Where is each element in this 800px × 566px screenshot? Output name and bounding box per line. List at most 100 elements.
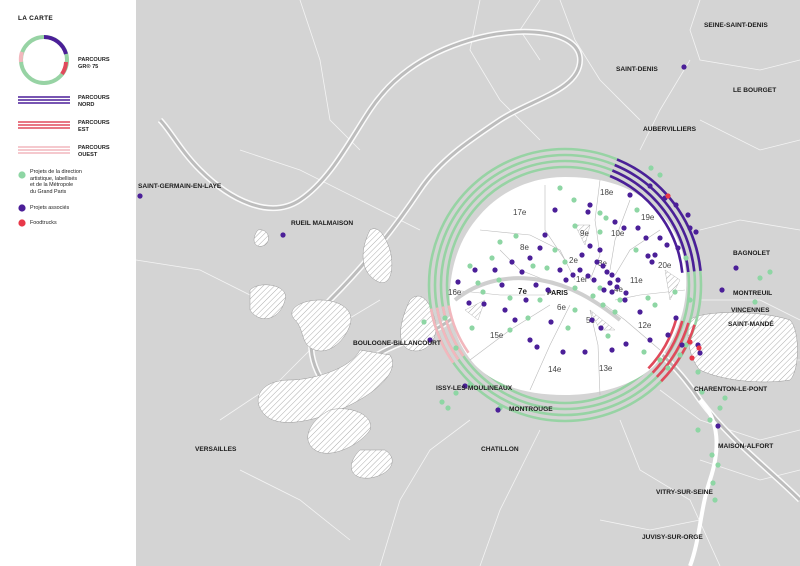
associe-point — [673, 315, 679, 321]
labellise-point — [475, 280, 481, 286]
place-label: VERSAILLES — [195, 446, 237, 453]
labellise-point — [665, 365, 671, 371]
associe-point — [621, 225, 627, 231]
labellise-point — [497, 239, 503, 245]
legend-foodtrucks-text: Foodtrucks — [30, 220, 57, 226]
associe-point — [665, 332, 671, 338]
commune-borders — [136, 0, 800, 566]
associe-point — [527, 255, 533, 261]
associe-point — [560, 349, 566, 355]
associe-point — [598, 325, 604, 331]
associe-point — [657, 235, 663, 241]
associe-point — [585, 273, 591, 279]
labellise-point — [645, 295, 651, 301]
labellise-point — [469, 325, 475, 331]
associe-point — [472, 267, 478, 273]
labellise-point — [597, 229, 603, 235]
labellise-point — [530, 263, 536, 269]
labellise-point — [712, 497, 718, 503]
arr-label-19: 19e — [641, 213, 655, 222]
associe-point — [600, 263, 606, 269]
labellise-point — [677, 352, 683, 358]
associe-point — [427, 337, 433, 343]
place-label: MAISON-ALFORT — [718, 443, 773, 450]
labellise-point — [453, 390, 459, 396]
place-label: SAINT-DENIS — [616, 66, 658, 73]
place-labels: SEINE-SAINT-DENIS SAINT-DENIS LE BOURGET… — [138, 22, 776, 541]
place-label: VITRY-SUR-SEINE — [656, 489, 714, 496]
associe-point — [685, 212, 691, 218]
place-label: ISSY-LES-MOULINEAUX — [436, 385, 513, 392]
labellise-point — [480, 289, 486, 295]
labellise-point — [537, 297, 543, 303]
associe-point — [647, 337, 653, 343]
associe-point — [597, 247, 603, 253]
labellise-point — [617, 297, 623, 303]
associe-point — [455, 279, 461, 285]
labellises-dot-icon — [18, 171, 26, 179]
place-label: CHARENTON-LE-PONT — [694, 386, 767, 393]
associe-point — [733, 265, 739, 271]
legend-est-label: PARCOURS EST — [78, 120, 110, 133]
labellise-point — [421, 319, 427, 325]
labellise-point — [605, 333, 611, 339]
associe-point — [601, 287, 607, 293]
labellise-point — [489, 255, 495, 261]
associe-point — [609, 272, 615, 278]
nord-route-swatch — [18, 96, 70, 104]
associe-point — [719, 287, 725, 293]
associe-point — [607, 280, 613, 286]
foodtruck-point — [696, 345, 702, 351]
place-label: SAINT-GERMAIN-EN-LAYE — [138, 183, 222, 190]
place-label: AUBERVILLIERS — [643, 126, 697, 133]
associe-point — [604, 269, 610, 275]
arr-label-15: 15e — [490, 331, 504, 340]
map-legend: LA CARTE PARCOURS GR® 75 PARCOURS NORD PAR… — [0, 0, 136, 566]
marne-river — [688, 398, 719, 566]
labellise-point — [600, 302, 606, 308]
place-label: MONTREUIL — [733, 290, 772, 297]
associe-point — [512, 317, 518, 323]
foodtrucks-dot-icon — [18, 219, 26, 227]
gr75-ring-icon — [18, 35, 69, 85]
associe-point — [609, 289, 615, 295]
arr-label-4: 4e — [614, 285, 623, 294]
place-label: SAINT-MANDÉ — [728, 319, 774, 328]
labellise-point — [571, 197, 577, 203]
ouest-route-swatch — [18, 146, 70, 154]
labellise-point — [565, 325, 571, 331]
paris-parks — [464, 224, 681, 331]
labellise-point — [572, 223, 578, 229]
associe-point — [537, 245, 543, 251]
associe-point — [687, 225, 693, 231]
place-label: LE BOURGET — [733, 87, 776, 94]
associe-point — [533, 282, 539, 288]
labellise-point — [496, 277, 502, 283]
associe-point — [137, 193, 143, 199]
labellise-point — [603, 215, 609, 221]
legend-nord-label: PARCOURS NORD — [78, 95, 110, 108]
associe-point — [499, 282, 505, 288]
place-label: BOULOGNE-BILLANCOURT — [353, 340, 441, 347]
labellise-point — [710, 480, 716, 486]
associe-point — [622, 297, 628, 303]
labellise-point — [552, 247, 558, 253]
associe-point — [612, 219, 618, 225]
map-canvas: 1er 2e 3e 4e 5e 6e 7e 8e 9e 10e 11e 12e … — [136, 0, 800, 566]
arr-label-1: 1er — [576, 275, 588, 284]
associe-point — [577, 267, 583, 273]
associe-point — [563, 277, 569, 283]
associe-point — [649, 259, 655, 265]
est-route-swatch — [18, 121, 70, 129]
labellise-point — [687, 297, 693, 303]
arr-label-7: 7e — [518, 287, 527, 296]
associe-point — [627, 192, 633, 198]
associe-point — [585, 209, 591, 215]
labellise-point — [657, 172, 663, 178]
labellise-point — [562, 259, 568, 265]
associe-point — [647, 183, 653, 189]
labellise-point — [442, 315, 448, 321]
associe-point — [652, 252, 658, 258]
arr-label-17: 17e — [513, 208, 527, 217]
labellise-point — [641, 349, 647, 355]
